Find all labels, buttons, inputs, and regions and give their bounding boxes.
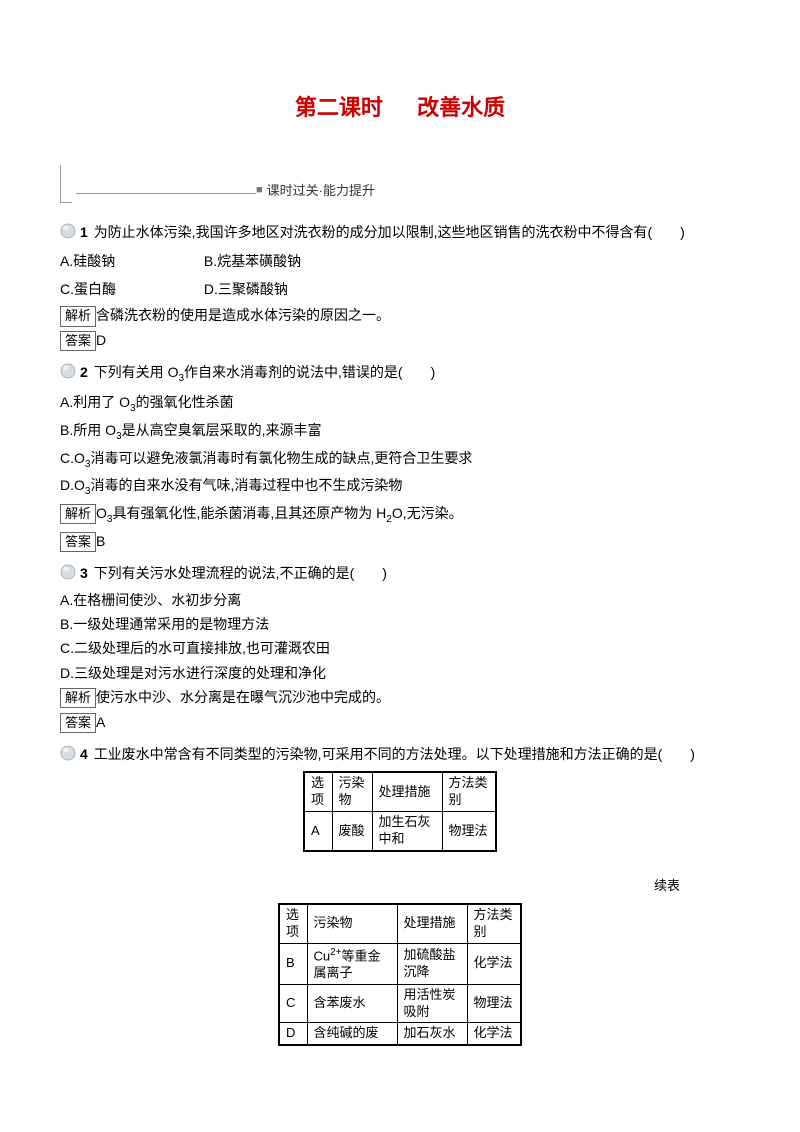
q3-text: 下列有关污水处理流程的说法,不正确的是( ): [94, 565, 387, 581]
q2-number: 2: [80, 364, 88, 380]
q1-optB: B.烷基苯磺酸钠: [204, 250, 344, 272]
page-title: 第二课时 改善水质: [60, 90, 740, 125]
q2-optB: B.所用 O3是从高空臭氧层采取的,来源丰富: [60, 419, 740, 445]
explain-label: 解析: [60, 688, 96, 708]
question-1: 1 为防止水体污染,我国许多地区对洗衣粉的成分加以限制,这些地区销售的洗衣粉中不…: [60, 221, 740, 351]
q2-text-after: 作自来水消毒剂的说法中,错误的是( ): [184, 364, 435, 380]
q2-text-before: 下列有关用 O: [94, 364, 179, 380]
table-row: B Cu2+等重金属离子 加硫酸盐沉降 化学法: [279, 943, 521, 984]
q3-optA: A.在格栅间使沙、水初步分离: [60, 589, 740, 611]
table-row: A 废酸 加生石灰中和 物理法: [304, 812, 496, 851]
explain-label: 解析: [60, 504, 96, 524]
continue-label: 续表: [60, 876, 680, 897]
q1-number: 1: [80, 224, 88, 240]
question-3: 3 下列有关污水处理流程的说法,不正确的是( ) A.在格栅间使沙、水初步分离 …: [60, 562, 740, 733]
table-row: 选项 污染物 处理措施 方法类别: [304, 772, 496, 811]
q4-table1: 选项 污染物 处理措施 方法类别 A 废酸 加生石灰中和 物理法: [303, 771, 497, 852]
q4-text: 工业废水中常含有不同类型的污染物,可采用不同的方法处理。以下处理措施和方法正确的…: [94, 746, 695, 762]
title-main: 改善水质: [417, 95, 505, 120]
table-row: C 含苯废水 用活性炭吸附 物理法: [279, 984, 521, 1023]
bullet-icon: [60, 564, 76, 580]
q4-number: 4: [80, 746, 88, 762]
question-4: 4 工业废水中常含有不同类型的污染物,可采用不同的方法处理。以下处理措施和方法正…: [60, 743, 740, 1046]
q1-options: A.硅酸钠 B.烷基苯磺酸钠: [60, 250, 740, 272]
q1-optD: D.三聚磷酸钠: [204, 278, 344, 300]
bullet-icon: [60, 363, 76, 379]
q2-optA: A.利用了 O3的强氧化性杀菌: [60, 391, 740, 417]
table-row: 选项 污染物 处理措施 方法类别: [279, 904, 521, 943]
answer-label: 答案: [60, 713, 96, 733]
q3-optB: B.一级处理通常采用的是物理方法: [60, 613, 740, 635]
q2-answer: B: [96, 533, 105, 549]
q1-optA: A.硅酸钠: [60, 250, 200, 272]
section-divider: ■ 课时过关·能力提升: [60, 165, 740, 203]
q3-answer: A: [96, 714, 105, 730]
answer-label: 答案: [60, 532, 96, 552]
answer-label: 答案: [60, 331, 96, 351]
bullet-icon: [60, 223, 76, 239]
q2-optD: D.O3消毒的自来水没有气味,消毒过程中也不生成污染物: [60, 474, 740, 500]
q3-number: 3: [80, 565, 88, 581]
q1-optC: C.蛋白酶: [60, 278, 200, 300]
q1-explain: 含磷洗衣粉的使用是造成水体污染的原因之一。: [96, 307, 390, 323]
q3-optD: D.三级处理是对污水进行深度的处理和净化: [60, 662, 740, 684]
q1-answer: D: [96, 332, 106, 348]
bullet-icon: [60, 745, 76, 761]
q2-optC: C.O3消毒可以避免液氯消毒时有氯化物生成的缺点,更符合卫生要求: [60, 447, 740, 473]
table-row: D 含纯碱的废 加石灰水 化学法: [279, 1023, 521, 1045]
q3-explain: 使污水中沙、水分离是在曝气沉沙池中完成的。: [96, 689, 390, 705]
q4-table2: 选项 污染物 处理措施 方法类别 B Cu2+等重金属离子 加硫酸盐沉降 化学法…: [278, 903, 522, 1047]
divider-label: 课时过关·能力提升: [267, 181, 375, 202]
question-2: 2 下列有关用 O3作自来水消毒剂的说法中,错误的是( ) A.利用了 O3的强…: [60, 361, 740, 552]
q3-optC: C.二级处理后的水可直接排放,也可灌溉农田: [60, 637, 740, 659]
explain-label: 解析: [60, 306, 96, 326]
q1-text: 为防止水体污染,我国许多地区对洗衣粉的成分加以限制,这些地区销售的洗衣粉中不得含…: [94, 224, 685, 240]
title-prefix: 第二课时: [295, 95, 383, 120]
